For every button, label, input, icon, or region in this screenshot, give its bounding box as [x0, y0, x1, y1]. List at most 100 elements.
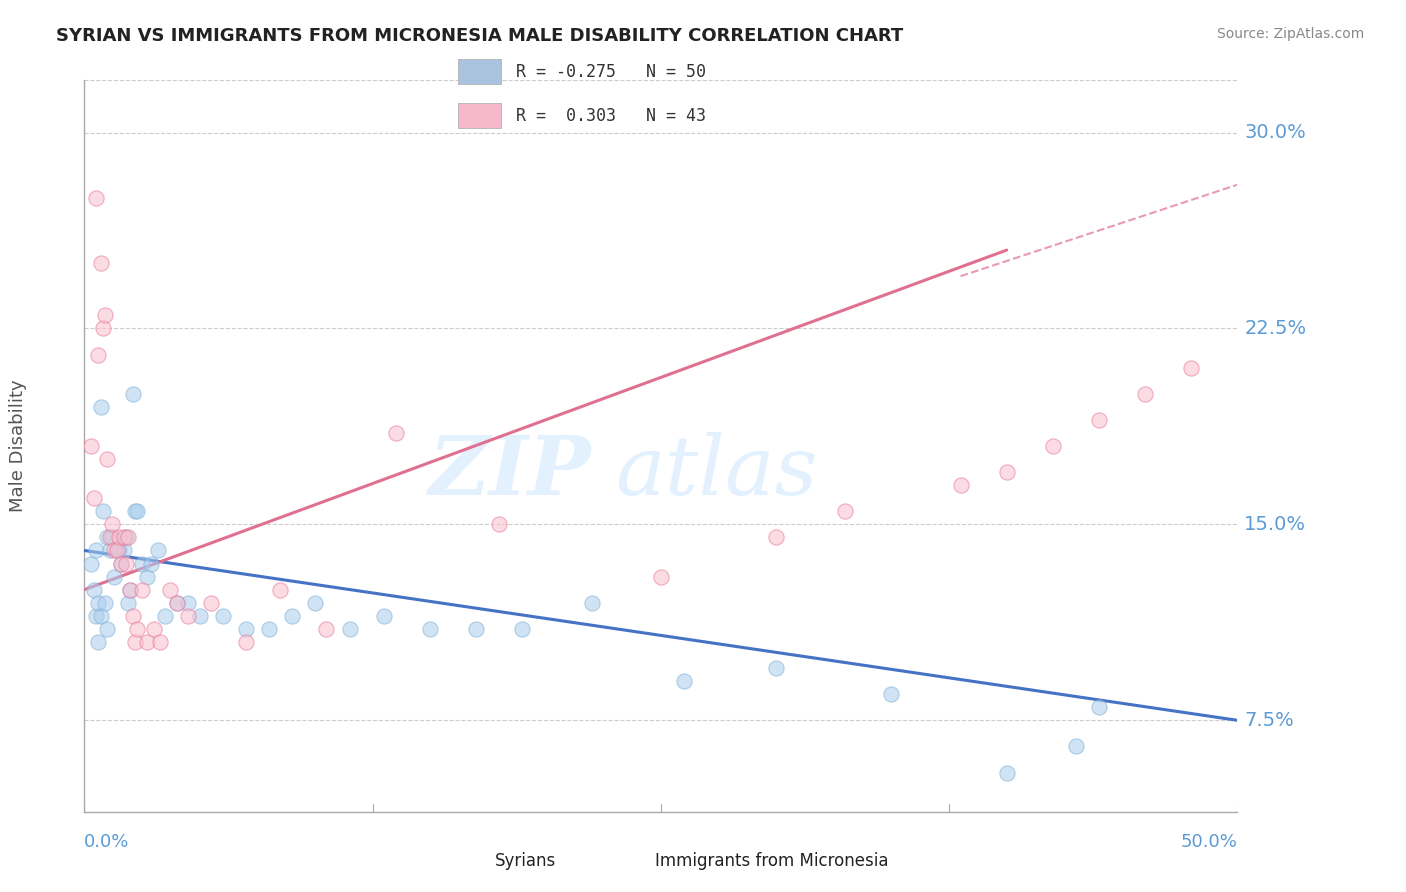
Point [117, 530, 139, 544]
Point [80, 439, 103, 453]
Point [115, 530, 138, 544]
Point [120, 582, 142, 597]
Point [650, 569, 672, 583]
Point [1088, 700, 1111, 714]
Text: 0.0%: 0.0% [84, 832, 129, 851]
Point [177, 608, 200, 623]
Point [269, 582, 291, 597]
Point [1133, 386, 1156, 401]
Point [96, 530, 118, 544]
Point [84, 608, 107, 623]
Point [146, 543, 169, 558]
Point [880, 687, 903, 701]
Point [153, 608, 176, 623]
Point [91, 504, 114, 518]
Point [512, 622, 534, 636]
Point [87, 635, 110, 649]
Point [124, 504, 146, 518]
Point [127, 622, 149, 636]
Point [110, 557, 132, 571]
Point [488, 517, 510, 532]
Point [117, 596, 139, 610]
Text: SYRIAN VS IMMIGRANTS FROM MICRONESIA MALE DISABILITY CORRELATION CHART: SYRIAN VS IMMIGRANTS FROM MICRONESIA MAL… [56, 27, 904, 45]
Point [765, 530, 787, 544]
Point [120, 582, 142, 597]
Text: 7.5%: 7.5% [1244, 711, 1294, 730]
Point [103, 569, 125, 583]
Point [159, 582, 181, 597]
Point [149, 635, 172, 649]
Text: 50.0%: 50.0% [1181, 832, 1237, 851]
Point [105, 543, 128, 558]
Point [87, 347, 110, 362]
Point [188, 608, 211, 623]
Text: Syrians: Syrians [495, 852, 557, 870]
Text: R =  0.303   N = 43: R = 0.303 N = 43 [516, 107, 706, 125]
Point [121, 386, 143, 401]
Point [135, 635, 157, 649]
Point [89, 608, 111, 623]
Point [108, 530, 131, 544]
Point [124, 635, 146, 649]
Point [465, 622, 488, 636]
Point [94, 309, 117, 323]
Point [200, 596, 222, 610]
Text: Immigrants from Micronesia: Immigrants from Micronesia [655, 852, 889, 870]
Point [83, 491, 105, 506]
Point [141, 557, 163, 571]
Point [94, 596, 117, 610]
Point [235, 622, 257, 636]
Text: atlas: atlas [614, 432, 817, 512]
Point [84, 191, 107, 205]
Point [96, 622, 118, 636]
Text: R = -0.275   N = 50: R = -0.275 N = 50 [516, 62, 706, 80]
Point [131, 582, 153, 597]
Point [672, 674, 695, 689]
Point [995, 465, 1018, 479]
Point [339, 622, 361, 636]
Point [142, 622, 165, 636]
Point [110, 557, 132, 571]
Point [315, 622, 337, 636]
Point [101, 517, 124, 532]
Text: 15.0%: 15.0% [1244, 515, 1306, 534]
Point [112, 543, 135, 558]
Point [103, 543, 125, 558]
Text: ZIP: ZIP [429, 432, 592, 512]
Point [127, 504, 149, 518]
Point [581, 596, 603, 610]
Point [211, 608, 233, 623]
Point [949, 478, 972, 492]
Point [91, 321, 114, 335]
Point [373, 608, 395, 623]
Point [87, 596, 110, 610]
Point [105, 543, 128, 558]
Bar [457, 103, 502, 128]
Point [98, 543, 121, 558]
Point [1180, 360, 1202, 375]
Text: 30.0%: 30.0% [1244, 123, 1306, 142]
Point [101, 530, 124, 544]
Point [166, 596, 188, 610]
Point [89, 256, 111, 270]
Point [304, 596, 326, 610]
Point [80, 557, 103, 571]
Point [112, 530, 135, 544]
Point [995, 765, 1018, 780]
Point [135, 569, 157, 583]
Text: Male Disability: Male Disability [8, 380, 27, 512]
Point [765, 661, 787, 675]
Bar [457, 60, 502, 84]
Point [1088, 413, 1111, 427]
Point [1064, 739, 1087, 754]
Point [96, 452, 118, 467]
Point [419, 622, 441, 636]
Point [83, 582, 105, 597]
Point [177, 596, 200, 610]
Point [235, 635, 257, 649]
Point [281, 608, 304, 623]
Point [834, 504, 856, 518]
Point [108, 543, 131, 558]
Point [98, 530, 121, 544]
Text: 22.5%: 22.5% [1244, 319, 1306, 338]
